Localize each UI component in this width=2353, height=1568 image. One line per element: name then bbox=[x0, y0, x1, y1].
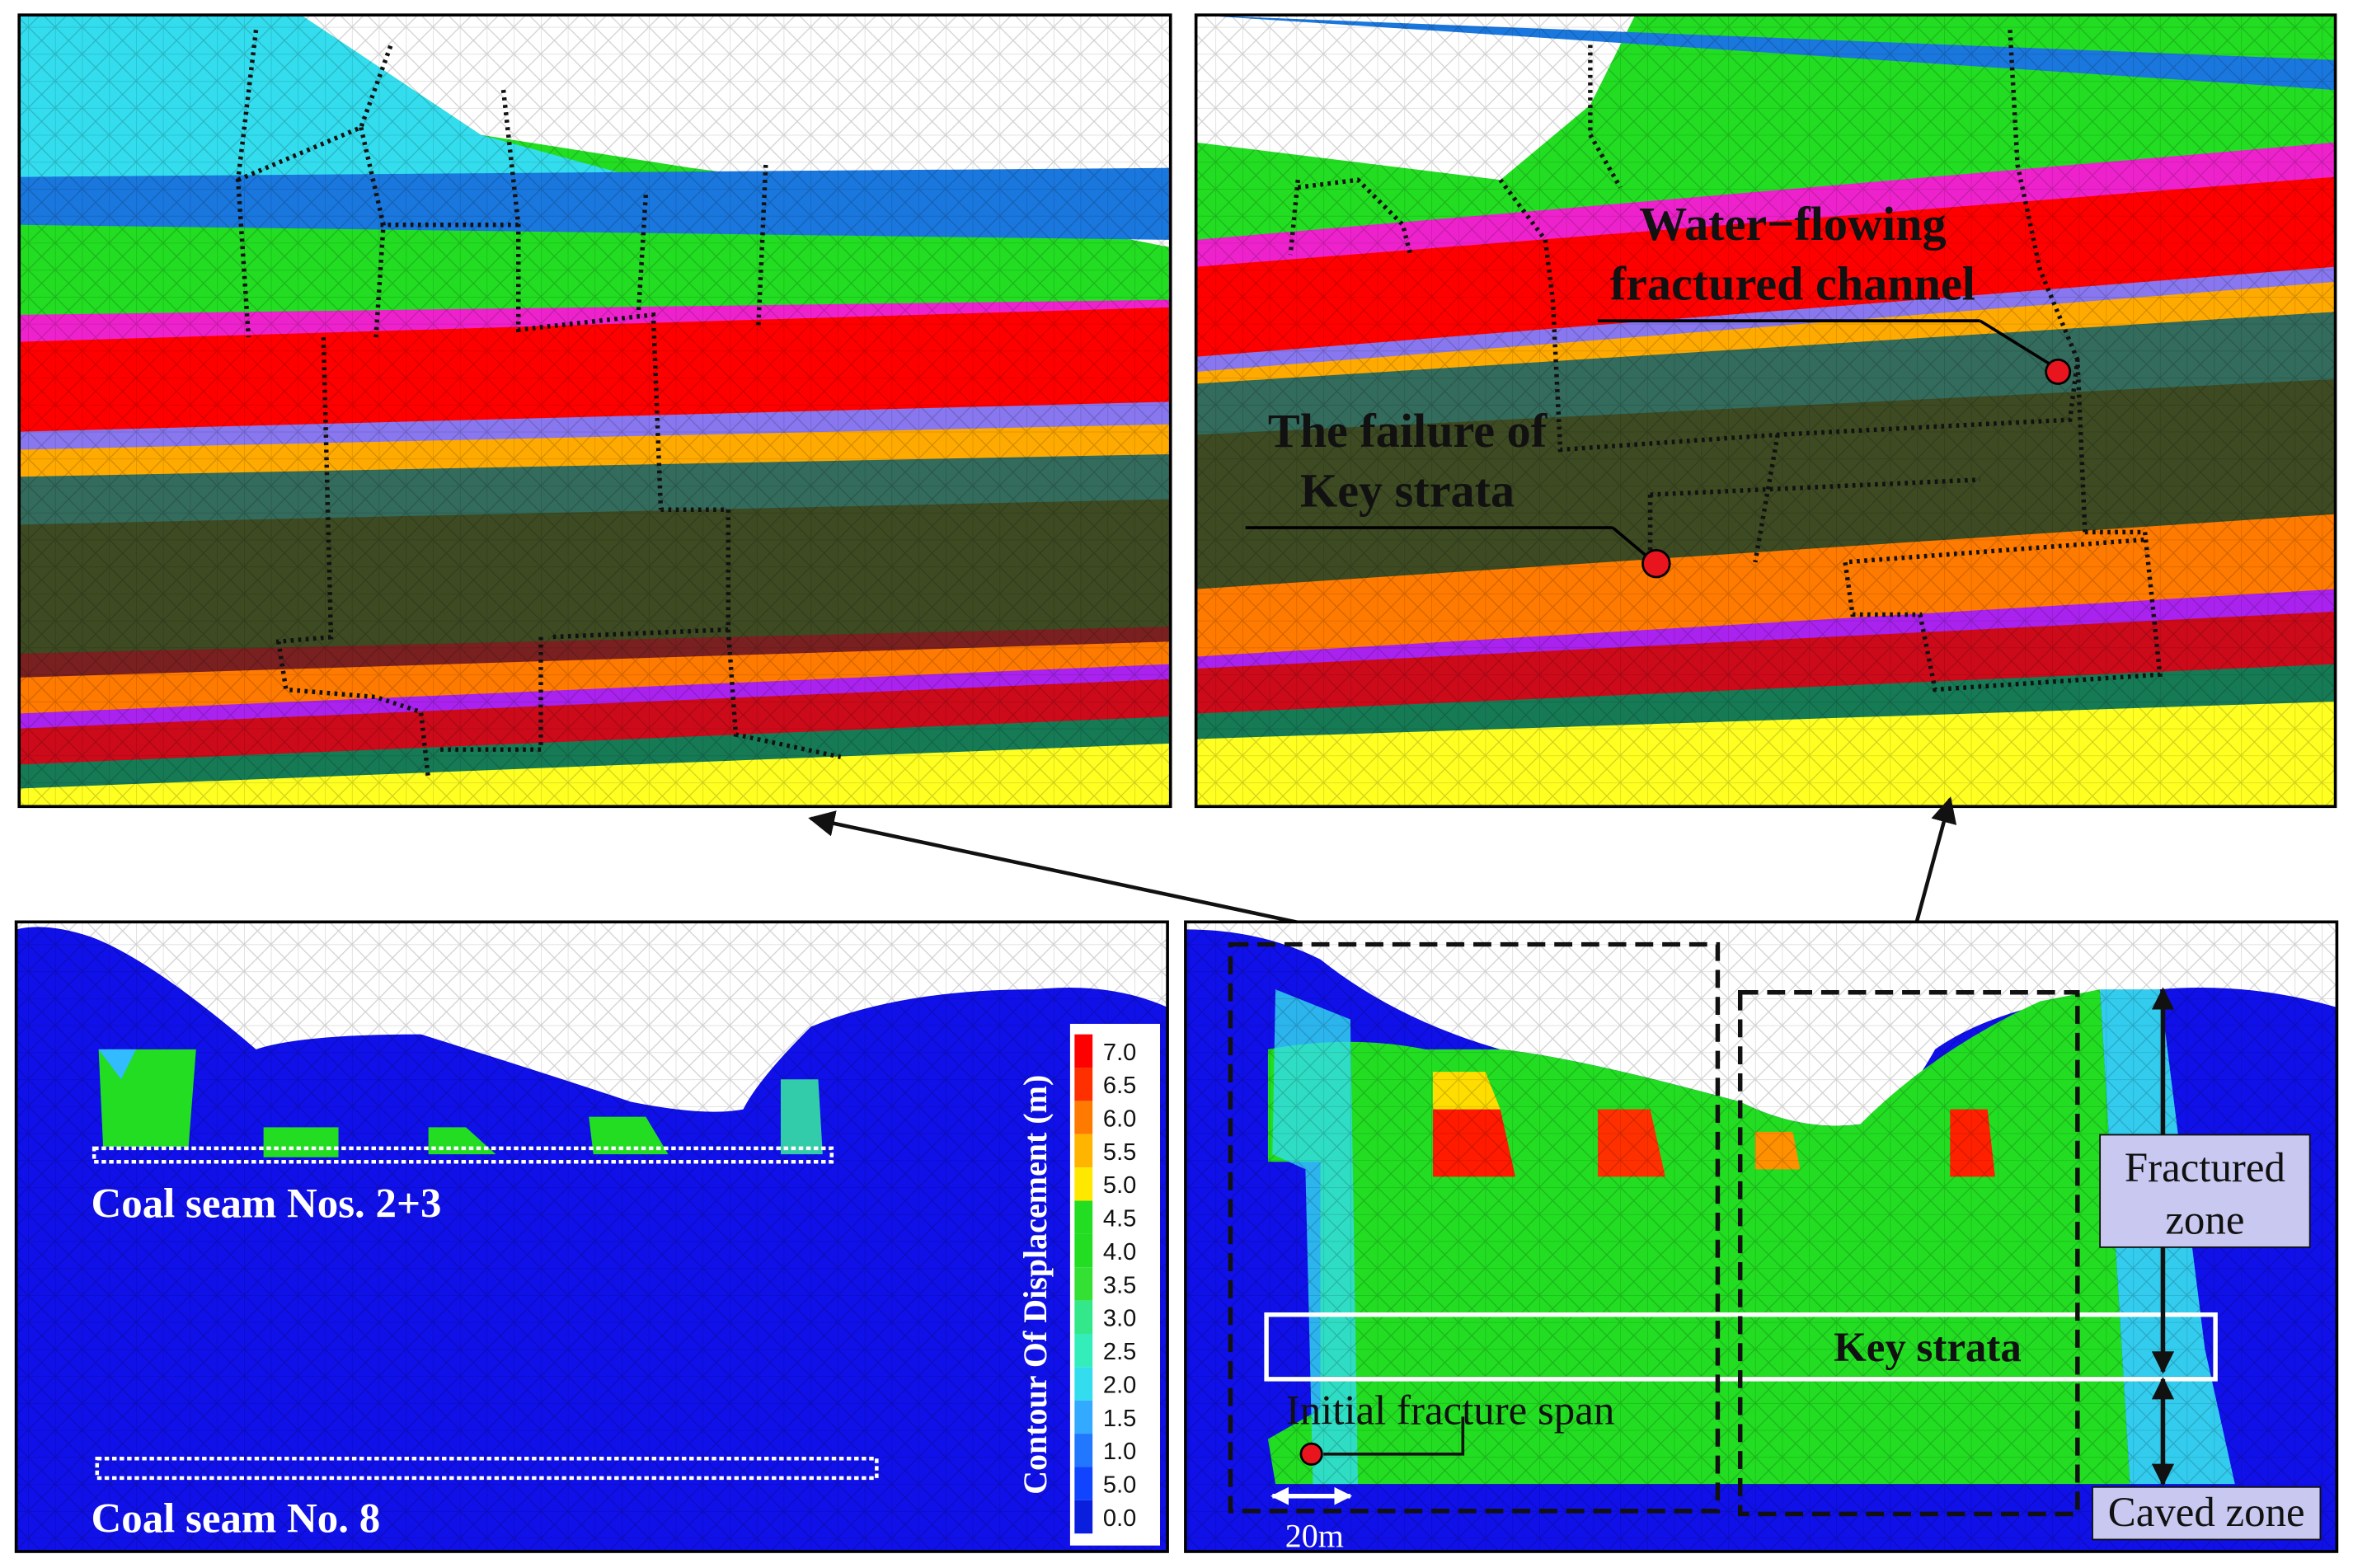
panel-frame bbox=[1184, 920, 2339, 1553]
legend-label: 3.0 bbox=[1103, 1306, 1136, 1332]
legend-swatch bbox=[1074, 1300, 1093, 1334]
legend-swatch bbox=[1074, 1500, 1093, 1534]
panel-frame bbox=[14, 920, 1169, 1553]
legend-swatch bbox=[1074, 1267, 1093, 1301]
line: The failure of bbox=[1268, 404, 1548, 458]
legend-swatch bbox=[1074, 1101, 1093, 1134]
callout-text: Water−flowing fractured channel bbox=[1610, 197, 1975, 311]
legend-label: 1.0 bbox=[1103, 1439, 1136, 1465]
legend-swatch bbox=[1074, 1034, 1093, 1068]
legend-swatch bbox=[1074, 1134, 1093, 1168]
legend-swatch bbox=[1074, 1367, 1093, 1401]
label: Caved zone bbox=[2108, 1490, 2305, 1536]
arrow bbox=[808, 810, 1374, 941]
legend-swatch bbox=[1074, 1333, 1093, 1368]
legend-swatch bbox=[1074, 1434, 1093, 1467]
panel-frame bbox=[1194, 13, 2337, 809]
model-after: Key strata Fractured zone Caved zone Init… bbox=[1185, 922, 2337, 1555]
legend-label: 5.0 bbox=[1103, 1472, 1136, 1499]
panel-frame bbox=[17, 13, 1172, 809]
legend-label: 4.5 bbox=[1103, 1206, 1136, 1232]
fracture-lines bbox=[235, 30, 842, 780]
line: Fractured bbox=[2125, 1145, 2285, 1191]
legend-label: 4.0 bbox=[1103, 1239, 1136, 1265]
legend-swatch bbox=[1074, 1467, 1093, 1500]
legend-label: 3.5 bbox=[1103, 1272, 1136, 1298]
line: zone bbox=[2165, 1198, 2244, 1244]
callout-text: The failure of Key strata bbox=[1268, 404, 1548, 518]
legend-label: 2.5 bbox=[1103, 1339, 1136, 1365]
label: Coal seam Nos. 2+3 bbox=[92, 1181, 442, 1228]
legend-title: Contour Of Displacement (m) bbox=[1017, 1075, 1054, 1495]
callout-water: Water−flowing fractured channel bbox=[1597, 197, 2072, 385]
callout-key: The failure of Key strata bbox=[1245, 404, 1671, 579]
mesh bbox=[19, 15, 1171, 807]
zone-label: Fractured zone bbox=[2125, 1145, 2285, 1244]
label: Key strata bbox=[1834, 1325, 2022, 1371]
legend-label: 6.5 bbox=[1103, 1073, 1136, 1099]
zoom-left bbox=[19, 15, 1171, 807]
legend-swatch bbox=[1074, 1233, 1093, 1268]
line: Key strata bbox=[1300, 464, 1515, 518]
legend-swatch bbox=[1074, 1068, 1093, 1101]
legend-label: 2.0 bbox=[1103, 1372, 1136, 1398]
legend-label: 5.5 bbox=[1103, 1139, 1136, 1166]
label: 20m bbox=[1285, 1518, 1344, 1555]
legend-label: 7.0 bbox=[1103, 1040, 1136, 1066]
legend-label: 6.0 bbox=[1103, 1106, 1136, 1132]
label: Initial fracture span bbox=[1286, 1387, 1615, 1434]
legend-swatch bbox=[1074, 1400, 1093, 1434]
label: Coal seam No. 8 bbox=[92, 1495, 381, 1542]
legend-swatch bbox=[1074, 1167, 1093, 1201]
model-before: Coal seam Nos. 2+3 Coal seam No. 8 7.0 6.… bbox=[16, 922, 1168, 1552]
legend-label: 1.5 bbox=[1103, 1406, 1136, 1432]
legend-label: 0.0 bbox=[1103, 1505, 1136, 1532]
line: Water−flowing bbox=[1639, 197, 1946, 251]
fracture-lines bbox=[1288, 30, 2163, 692]
legend-swatch bbox=[1074, 1200, 1093, 1234]
line: fractured channel bbox=[1610, 257, 1975, 311]
legend-label: 5.0 bbox=[1103, 1172, 1136, 1199]
